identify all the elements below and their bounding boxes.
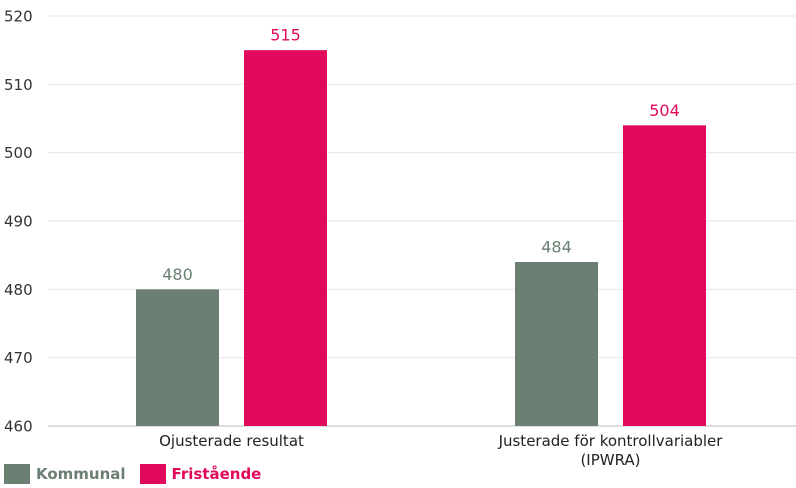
bar (623, 125, 706, 426)
legend-item: Kommunal (4, 464, 126, 484)
legend-label: Fristående (171, 465, 262, 483)
value-label: 515 (270, 26, 301, 45)
bar (136, 289, 219, 426)
legend-label: Kommunal (36, 465, 126, 483)
y-tick-label: 490 (4, 213, 33, 231)
legend-swatch (139, 464, 166, 484)
value-label: 504 (649, 101, 680, 120)
legend: Kommunal Fristående (4, 464, 275, 484)
bar (515, 262, 598, 426)
value-label: 484 (541, 238, 572, 257)
legend-swatch (4, 464, 30, 484)
y-tick-label: 470 (4, 349, 33, 367)
y-tick-label: 510 (4, 76, 33, 94)
x-tick-label: Ojusterade resultat (159, 432, 304, 450)
y-tick-label: 480 (4, 281, 33, 299)
legend-item: Fristående (139, 464, 262, 484)
value-label: 480 (162, 265, 193, 284)
bar (244, 50, 327, 427)
x-tick-label: Justerade för kontrollvariabler (IPWRA) (498, 432, 723, 469)
y-tick-label: 520 (4, 8, 33, 26)
y-tick-label: 460 (4, 418, 33, 436)
y-tick-label: 500 (4, 144, 33, 162)
